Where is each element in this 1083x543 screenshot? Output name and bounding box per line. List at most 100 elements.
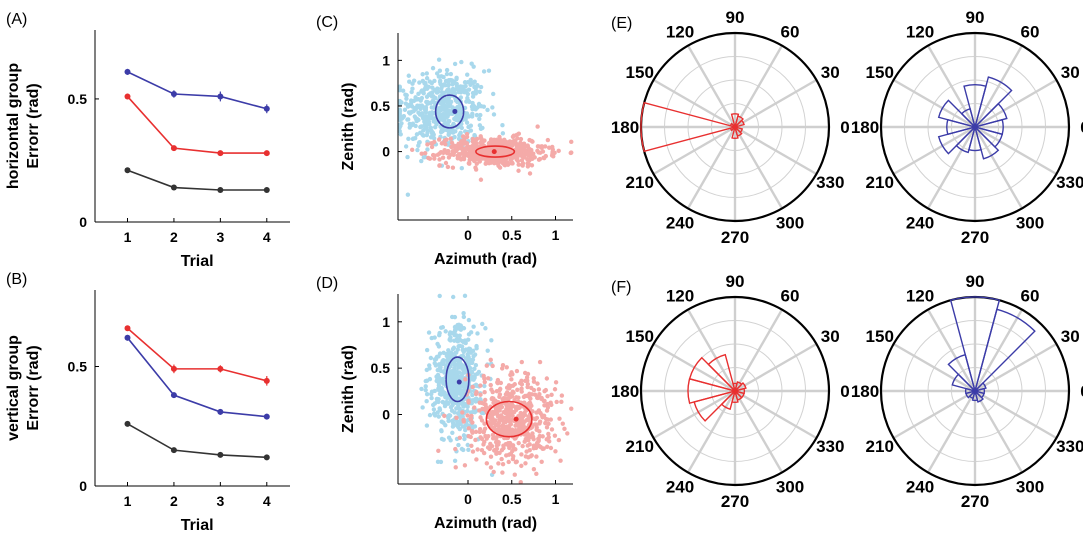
mean-point bbox=[456, 379, 462, 385]
scatter-point bbox=[468, 410, 474, 415]
scatter-point bbox=[415, 147, 420, 153]
angle-label: 330 bbox=[816, 173, 844, 192]
scatter-point bbox=[455, 156, 460, 161]
scatter-point bbox=[500, 470, 505, 475]
scatter-point bbox=[465, 80, 471, 85]
scatter-point bbox=[440, 399, 445, 405]
scatter-point bbox=[413, 95, 418, 100]
data-point bbox=[263, 454, 270, 461]
x-tick-label: 4 bbox=[263, 229, 271, 245]
scatter-point bbox=[534, 410, 539, 415]
scatter-point bbox=[414, 132, 420, 137]
y-axis-label: vertical group bbox=[5, 335, 22, 441]
scatter-point bbox=[546, 421, 551, 426]
scatter-point bbox=[424, 99, 429, 105]
scatter-point bbox=[549, 427, 555, 432]
mean-point bbox=[513, 416, 519, 422]
scatter-point bbox=[534, 427, 539, 433]
scatter-point bbox=[448, 438, 453, 443]
scatter-point bbox=[469, 443, 474, 449]
scatter-point bbox=[453, 465, 458, 470]
scatter-point bbox=[415, 103, 420, 109]
scatter-point bbox=[524, 375, 530, 380]
scatter-point bbox=[435, 410, 440, 415]
angle-label: 210 bbox=[866, 437, 894, 456]
scatter-point bbox=[518, 150, 523, 155]
scatter-point bbox=[543, 387, 549, 393]
scatter-point bbox=[523, 408, 529, 413]
scatter-point bbox=[472, 352, 478, 357]
scatter-point bbox=[490, 416, 495, 421]
scatter-point bbox=[519, 389, 524, 394]
scatter-point bbox=[454, 369, 459, 374]
scatter-point bbox=[541, 446, 546, 451]
scatter-point bbox=[456, 403, 461, 408]
scatter-point bbox=[455, 419, 460, 425]
scatter-point bbox=[488, 357, 493, 363]
scatter-point bbox=[397, 116, 402, 121]
scatter-point bbox=[397, 112, 402, 118]
scatter-point bbox=[431, 105, 436, 110]
scatter-point bbox=[486, 68, 492, 73]
scatter-point bbox=[416, 91, 421, 97]
scatter-point bbox=[423, 80, 428, 86]
scatter-point bbox=[429, 335, 434, 341]
polar-bin bbox=[733, 124, 743, 137]
scatter-point bbox=[460, 410, 465, 415]
scatter-point bbox=[532, 392, 538, 397]
polar-bin bbox=[732, 125, 744, 134]
scatter-point bbox=[548, 417, 553, 422]
scatter-point bbox=[489, 387, 494, 392]
scatter-point bbox=[462, 293, 468, 299]
scatter-point bbox=[508, 157, 513, 163]
scatter-point bbox=[510, 429, 516, 434]
angle-label: 60 bbox=[781, 23, 800, 42]
scatter-point bbox=[439, 428, 444, 433]
x-tick-label: 0 bbox=[464, 491, 472, 507]
polar-bin bbox=[972, 389, 985, 399]
scatter-point bbox=[419, 124, 424, 129]
scatter-point bbox=[451, 330, 456, 336]
scatter-point bbox=[531, 151, 536, 156]
scatter-point bbox=[500, 462, 506, 467]
polar-bin bbox=[731, 388, 739, 403]
data-point bbox=[170, 447, 177, 454]
scatter-point bbox=[452, 80, 457, 86]
scatter-point bbox=[466, 426, 472, 431]
scatter-point bbox=[437, 378, 443, 384]
angle-label: 120 bbox=[666, 23, 694, 42]
scatter-point bbox=[429, 94, 435, 99]
panel-label: (C) bbox=[316, 14, 338, 31]
angle-label: 270 bbox=[721, 228, 749, 247]
confidence-ellipse bbox=[434, 94, 465, 129]
scatter-point bbox=[429, 144, 435, 150]
scatter-point bbox=[450, 430, 455, 436]
scatter-point bbox=[439, 86, 444, 91]
scatter-point bbox=[465, 442, 470, 448]
series-line bbox=[127, 71, 267, 110]
scatter-point bbox=[436, 385, 442, 390]
scatter-point bbox=[457, 152, 462, 158]
scatter-point bbox=[549, 392, 554, 398]
scatter-point bbox=[531, 379, 537, 384]
scatter-point bbox=[446, 348, 451, 353]
scatter-point bbox=[432, 388, 437, 394]
scatter-point bbox=[478, 177, 484, 182]
scatter-point bbox=[477, 149, 483, 155]
polar-bin bbox=[947, 353, 977, 394]
scatter-point bbox=[545, 137, 551, 143]
scatter-point bbox=[427, 376, 433, 382]
scatter-point bbox=[436, 375, 442, 380]
scatter-point bbox=[471, 103, 477, 109]
series-line bbox=[126, 337, 267, 418]
angle-label: 60 bbox=[1021, 287, 1040, 306]
scatter-point bbox=[490, 363, 495, 369]
scatter-point bbox=[416, 110, 421, 115]
scatter-point bbox=[540, 149, 546, 154]
scatter-point bbox=[466, 447, 471, 453]
scatter-point bbox=[525, 153, 531, 158]
scatter-point bbox=[432, 153, 437, 158]
angle-label: 210 bbox=[626, 173, 654, 192]
scatter-point bbox=[509, 161, 514, 166]
scatter-point bbox=[456, 442, 461, 448]
